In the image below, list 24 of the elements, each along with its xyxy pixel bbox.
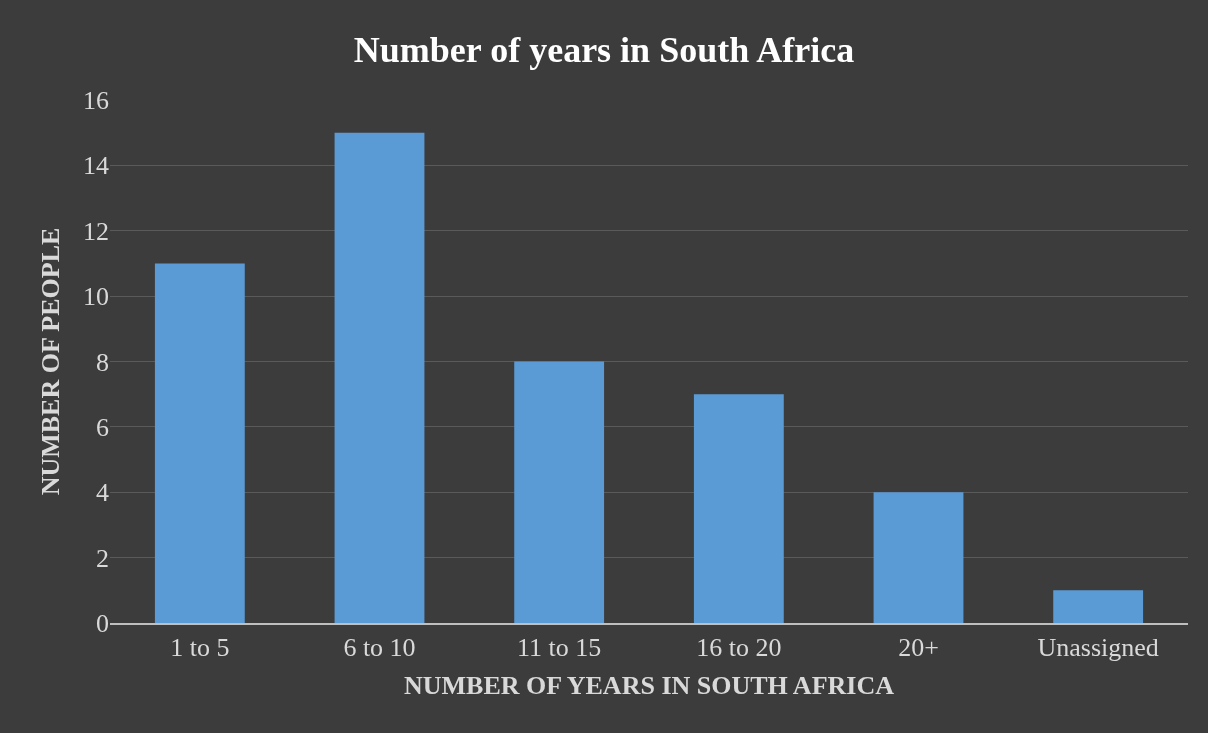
y-tick-label: 14 — [83, 151, 109, 181]
x-tick-label: 1 to 5 — [170, 633, 230, 663]
bar — [693, 394, 784, 623]
y-tick-label: 6 — [96, 412, 109, 442]
y-tick-label: 8 — [96, 347, 109, 377]
y-tick-label: 12 — [83, 216, 109, 246]
bar — [514, 361, 605, 623]
y-tick-label: 10 — [83, 282, 109, 312]
x-tick-label: 11 to 15 — [517, 633, 602, 663]
bar — [1053, 590, 1144, 623]
y-axis-title: NUMBER OF PEOPLE — [36, 227, 66, 496]
x-axis-title: NUMBER OF YEARS IN SOUTH AFRICA — [404, 671, 895, 701]
x-tick-label: 6 to 10 — [343, 633, 416, 663]
y-tick-label: 2 — [96, 543, 109, 573]
y-tick-label: 16 — [83, 86, 109, 116]
bar — [873, 492, 964, 623]
x-tick-label: 16 to 20 — [696, 633, 782, 663]
x-tick-label: Unassigned — [1037, 633, 1159, 663]
bar — [154, 263, 245, 623]
bar — [334, 132, 425, 623]
y-tick-label: 4 — [96, 478, 109, 508]
x-tick-label: 20+ — [898, 633, 939, 663]
y-tick-label: 0 — [96, 609, 109, 639]
chart-title: Number of years in South Africa — [353, 29, 855, 70]
